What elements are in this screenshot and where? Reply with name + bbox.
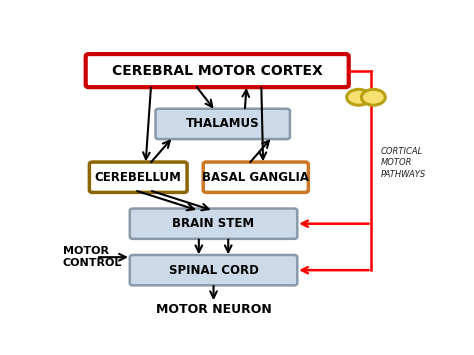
Text: CEREBELLUM: CEREBELLUM <box>95 171 182 184</box>
Text: MOTOR
CONTROL: MOTOR CONTROL <box>63 246 122 268</box>
Text: MOTOR NEURON: MOTOR NEURON <box>155 304 272 316</box>
FancyBboxPatch shape <box>90 162 187 192</box>
FancyBboxPatch shape <box>155 109 290 139</box>
Ellipse shape <box>346 89 371 105</box>
Text: CEREBRAL MOTOR CORTEX: CEREBRAL MOTOR CORTEX <box>112 64 323 78</box>
Text: BRAIN STEM: BRAIN STEM <box>173 217 255 230</box>
FancyBboxPatch shape <box>203 162 308 192</box>
FancyBboxPatch shape <box>86 54 349 87</box>
Text: THALAMUS: THALAMUS <box>186 118 260 130</box>
Text: SPINAL CORD: SPINAL CORD <box>169 264 258 277</box>
Text: CORTICAL
MOTOR
PATHWAYS: CORTICAL MOTOR PATHWAYS <box>381 147 426 179</box>
FancyBboxPatch shape <box>130 208 297 239</box>
Ellipse shape <box>361 89 385 105</box>
FancyBboxPatch shape <box>130 255 297 285</box>
Text: BASAL GANGLIA: BASAL GANGLIA <box>202 171 309 184</box>
